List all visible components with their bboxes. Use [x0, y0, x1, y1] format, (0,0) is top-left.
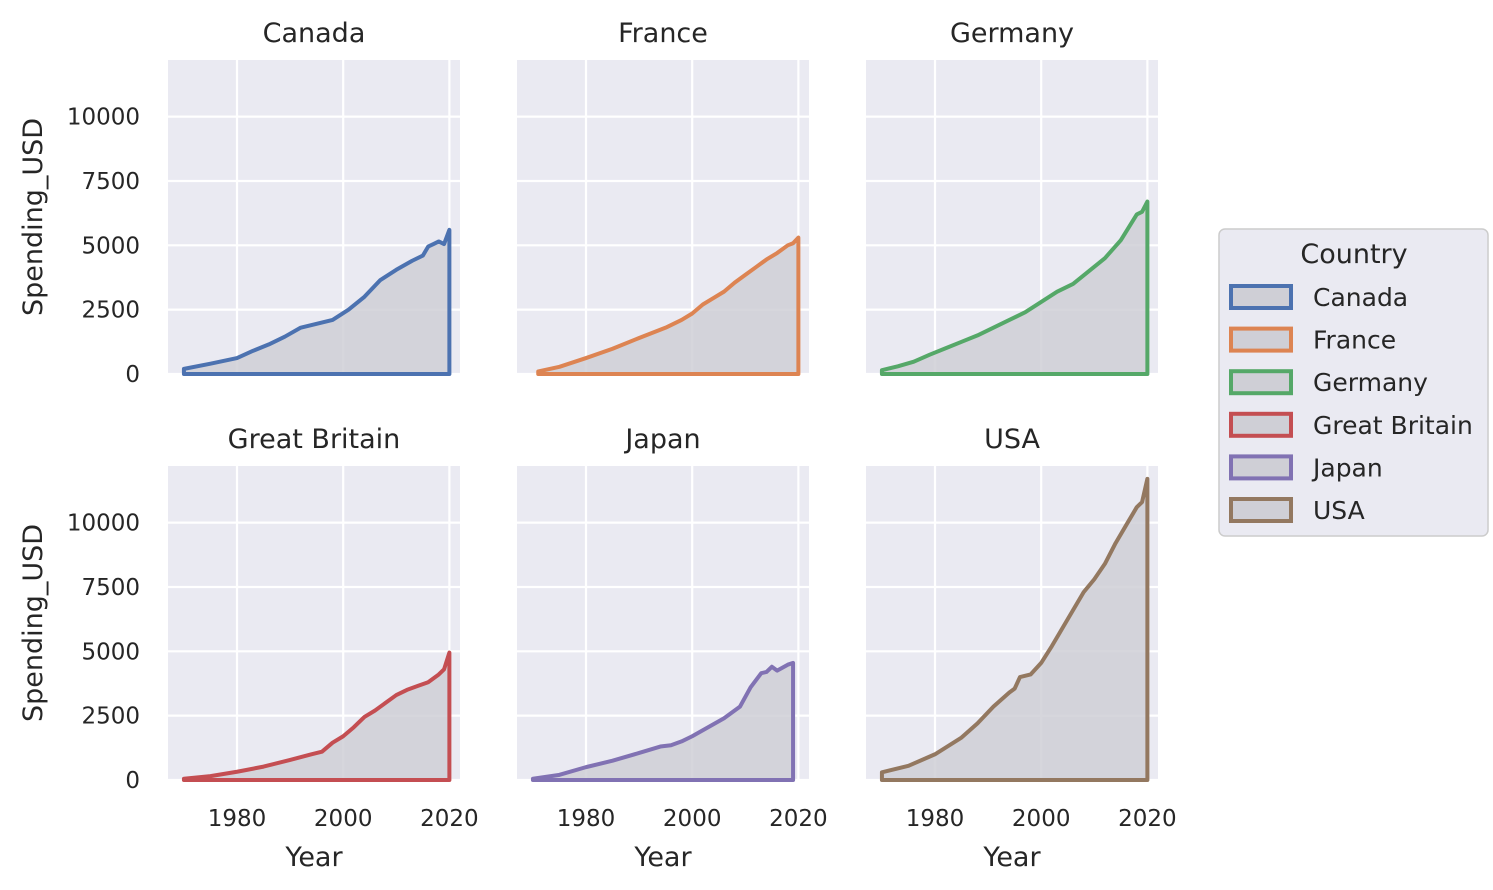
facet-title: Great Britain	[228, 424, 401, 455]
facet-usa: USA 1980 2000 2020 Year	[866, 424, 1177, 873]
facet-canada: Canada 0 2500 5000 7500 10000 Spending_USD	[18, 18, 460, 388]
y-tick-label: 5000	[81, 233, 140, 259]
legend-title: Country	[1300, 239, 1407, 270]
x-tick-label: 2000	[663, 806, 722, 832]
legend-label: Great Britain	[1313, 411, 1473, 440]
y-tick-label: 2500	[81, 298, 140, 324]
x-axis-label: Year	[633, 842, 692, 873]
legend-label: France	[1313, 326, 1396, 355]
x-tick-label: 2000	[1012, 806, 1071, 832]
legend-swatch	[1229, 369, 1293, 396]
legend-label: Germany	[1313, 368, 1428, 397]
x-tick-label: 2020	[769, 806, 828, 832]
legend-swatch	[1229, 411, 1293, 438]
area-series	[879, 476, 1150, 782]
y-tick-label: 0	[125, 362, 140, 388]
facet-title: USA	[984, 424, 1040, 455]
facet-title: France	[618, 18, 708, 49]
facet-great-britain: Great Britain 0 2500 5000 7500 10000 Spending_…	[18, 424, 479, 873]
x-tick-label: 1980	[557, 806, 616, 832]
x-tick-label: 1980	[906, 806, 965, 832]
facet-title: Canada	[263, 18, 366, 49]
facet-japan: Japan 1980 2000 2020 Year	[517, 424, 828, 873]
y-tick-label: 2500	[81, 704, 140, 730]
area-series	[879, 199, 1150, 376]
x-tick-label: 1980	[208, 806, 267, 832]
y-tick-label: 5000	[81, 639, 140, 665]
area-series	[181, 650, 452, 782]
y-tick-label: 0	[125, 768, 140, 794]
y-tick-label: 10000	[67, 511, 140, 537]
legend-swatch	[1229, 326, 1293, 353]
x-tick-label: 2020	[420, 806, 479, 832]
y-axis-label: Spending_USD	[18, 118, 49, 316]
y-tick-label: 7500	[81, 169, 140, 195]
legend-label: Canada	[1313, 283, 1408, 312]
facet-title: Germany	[950, 18, 1074, 49]
legend-label: USA	[1313, 496, 1365, 525]
y-tick-label: 7500	[81, 575, 140, 601]
area-series	[530, 660, 796, 782]
y-axis-label: Spending_USD	[18, 524, 49, 722]
area-series	[536, 235, 801, 376]
area-series	[181, 227, 452, 376]
x-tick-label: 2020	[1118, 806, 1177, 832]
facet-title: Japan	[623, 424, 700, 455]
legend-swatch	[1229, 284, 1293, 310]
y-tick-label: 10000	[67, 105, 140, 131]
x-tick-label: 2000	[314, 806, 373, 832]
legend-label: Japan	[1311, 453, 1383, 482]
legend-swatch	[1229, 497, 1293, 523]
x-axis-label: Year	[982, 842, 1041, 873]
legend-swatch	[1229, 454, 1293, 481]
facet-france: France	[517, 18, 809, 376]
x-axis-label: Year	[284, 842, 343, 873]
legend: Country Canada France Germany Great Britain J…	[1218, 228, 1489, 537]
facet-germany: Germany	[866, 18, 1158, 376]
